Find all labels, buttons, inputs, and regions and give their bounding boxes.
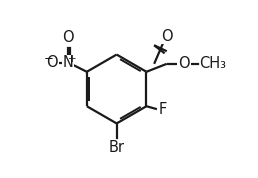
- Text: O: O: [161, 28, 173, 44]
- Text: O: O: [62, 30, 74, 45]
- Text: CH₃: CH₃: [199, 56, 227, 71]
- Text: F: F: [158, 102, 167, 117]
- Text: Br: Br: [109, 140, 125, 155]
- Text: −: −: [44, 52, 53, 65]
- Text: O: O: [46, 56, 58, 70]
- Text: +: +: [68, 54, 76, 64]
- Text: O: O: [178, 56, 189, 71]
- Text: N: N: [63, 56, 74, 70]
